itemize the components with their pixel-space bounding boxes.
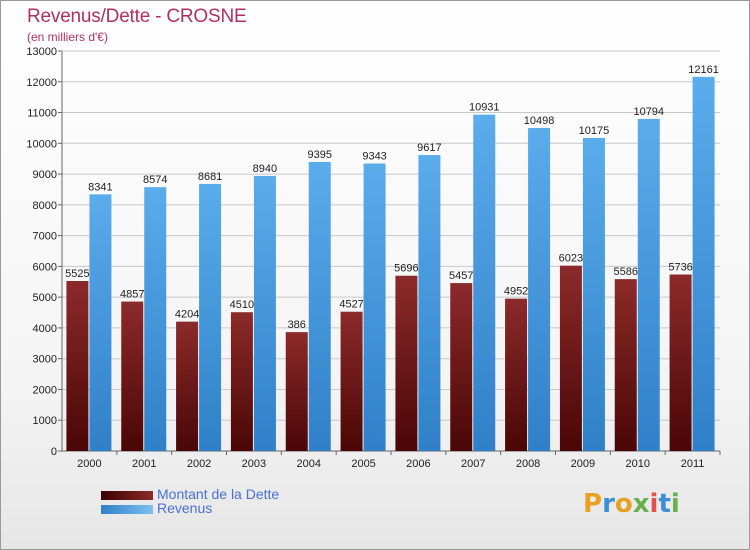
value-label-revenus: 8681 <box>198 171 222 183</box>
logo-letter: i <box>670 489 680 519</box>
value-label-dette: 4857 <box>120 289 144 301</box>
legend-swatch-dette <box>101 491 153 500</box>
bar-dette <box>230 312 253 451</box>
bar-revenus <box>418 155 441 452</box>
x-tick-label: 2001 <box>132 458 156 470</box>
y-tick-label: 5000 <box>33 292 57 304</box>
y-tick-label: 3000 <box>33 354 57 366</box>
value-label-revenus: 12161 <box>688 64 719 76</box>
bar-dette <box>395 275 418 451</box>
x-tick-label: 2008 <box>516 458 540 470</box>
value-label-revenus: 10931 <box>469 102 500 114</box>
y-tick-label: 6000 <box>33 261 57 273</box>
bar-dette <box>505 298 528 451</box>
bar-revenus <box>473 114 496 452</box>
logo-letter: i <box>649 489 659 519</box>
y-tick-label: 7000 <box>33 231 57 243</box>
value-label-revenus: 10498 <box>524 115 555 127</box>
bar-dette <box>450 283 473 451</box>
bar-dette <box>121 301 144 451</box>
bar-dette <box>669 274 692 451</box>
logo-letter: o <box>614 489 633 519</box>
value-label-revenus: 10794 <box>633 106 664 118</box>
y-tick-label: 12000 <box>26 77 57 89</box>
bar-revenus <box>308 161 331 451</box>
legend-label-revenus: Revenus <box>157 500 213 516</box>
y-tick-label: 10000 <box>26 138 57 150</box>
legend-swatch-revenus <box>101 505 153 514</box>
value-label-dette: 4510 <box>230 299 254 311</box>
value-label-dette: 6023 <box>559 253 583 265</box>
proxiti-logo: Proxiti <box>583 489 680 519</box>
x-tick-label: 2009 <box>571 458 595 470</box>
value-label-revenus: 8574 <box>143 174 167 186</box>
bar-revenus <box>582 137 605 451</box>
bar-revenus <box>363 163 386 451</box>
y-tick-label: 4000 <box>33 323 57 335</box>
bar-revenus <box>199 183 222 451</box>
chart-subtitle: (en milliers d'€) <box>27 30 108 44</box>
logo-letter: P <box>583 489 603 519</box>
y-tick-label: 2000 <box>33 384 57 396</box>
logo-letter: t <box>658 489 671 519</box>
bar-dette <box>66 281 89 451</box>
x-tick-label: 2000 <box>77 458 101 470</box>
bar-dette <box>285 332 308 451</box>
bar-revenus <box>89 194 112 451</box>
value-label-dette: 5457 <box>449 270 473 282</box>
x-tick-label: 2002 <box>187 458 211 470</box>
bar-dette <box>559 265 582 451</box>
y-tick-label: 1000 <box>33 415 57 427</box>
value-label-revenus: 9343 <box>362 151 386 163</box>
bar-revenus <box>637 118 660 451</box>
chart-title: Revenus/Dette - CROSNE <box>27 6 247 27</box>
value-label-dette: 4952 <box>504 286 528 298</box>
x-tick-label: 2004 <box>297 458 321 470</box>
value-label-dette: 386 <box>288 319 306 331</box>
y-tick-label: 9000 <box>33 169 57 181</box>
value-label-revenus: 10175 <box>579 125 610 137</box>
value-label-revenus: 8940 <box>253 163 277 175</box>
bar-revenus <box>253 175 276 451</box>
y-tick-label: 0 <box>51 446 57 458</box>
bar-revenus <box>144 187 167 451</box>
value-label-revenus: 9395 <box>308 149 332 161</box>
x-tick-label: 2007 <box>461 458 485 470</box>
x-tick-label: 2011 <box>681 458 705 470</box>
x-tick-label: 2010 <box>626 458 650 470</box>
logo-letter: r <box>602 489 615 519</box>
bar-revenus <box>528 127 551 451</box>
value-label-revenus: 8341 <box>88 181 112 193</box>
value-label-dette: 4527 <box>339 299 363 311</box>
bar-dette <box>176 321 199 451</box>
bar-revenus <box>692 76 715 452</box>
x-tick-label: 2005 <box>351 458 375 470</box>
x-tick-label: 2003 <box>242 458 266 470</box>
x-tick-label: 2006 <box>406 458 430 470</box>
value-label-dette: 5736 <box>668 262 692 274</box>
y-tick-label: 13000 <box>26 46 57 58</box>
value-label-dette: 4204 <box>175 309 199 321</box>
value-label-dette: 5586 <box>614 266 638 278</box>
bar-dette <box>614 279 637 451</box>
bar-dette <box>340 311 363 451</box>
value-label-dette: 5525 <box>65 268 89 280</box>
logo-letter: x <box>632 489 650 519</box>
value-label-dette: 5696 <box>394 263 418 275</box>
value-label-revenus: 9617 <box>417 142 441 154</box>
legend-label-dette: Montant de la Dette <box>157 486 280 502</box>
y-tick-label: 8000 <box>33 200 57 212</box>
y-tick-label: 11000 <box>27 108 57 120</box>
